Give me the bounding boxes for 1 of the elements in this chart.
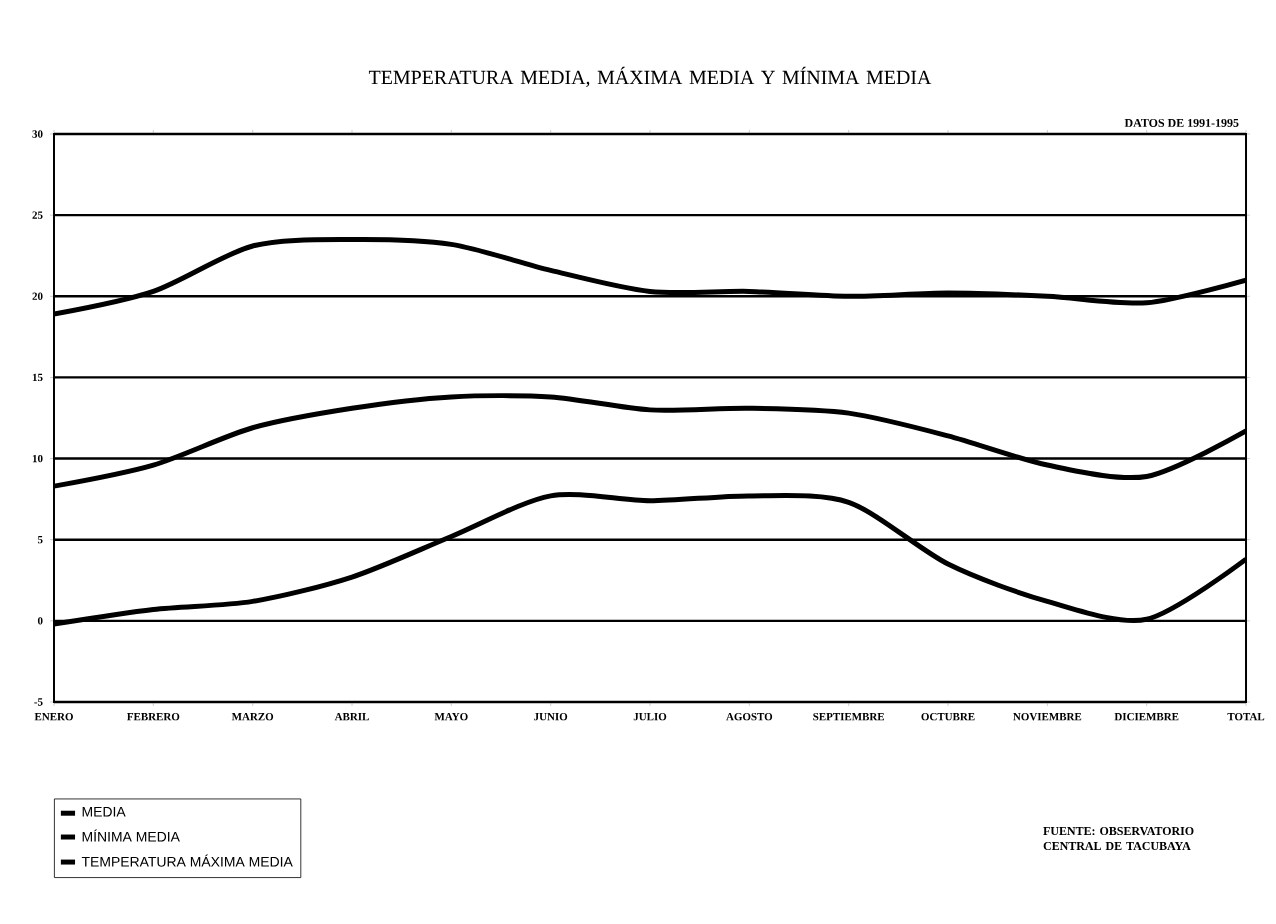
chart-title: TEMPERATURA MEDIA, MÁXIMA MEDIA Y MÍNIMA MEDIA bbox=[368, 66, 932, 87]
